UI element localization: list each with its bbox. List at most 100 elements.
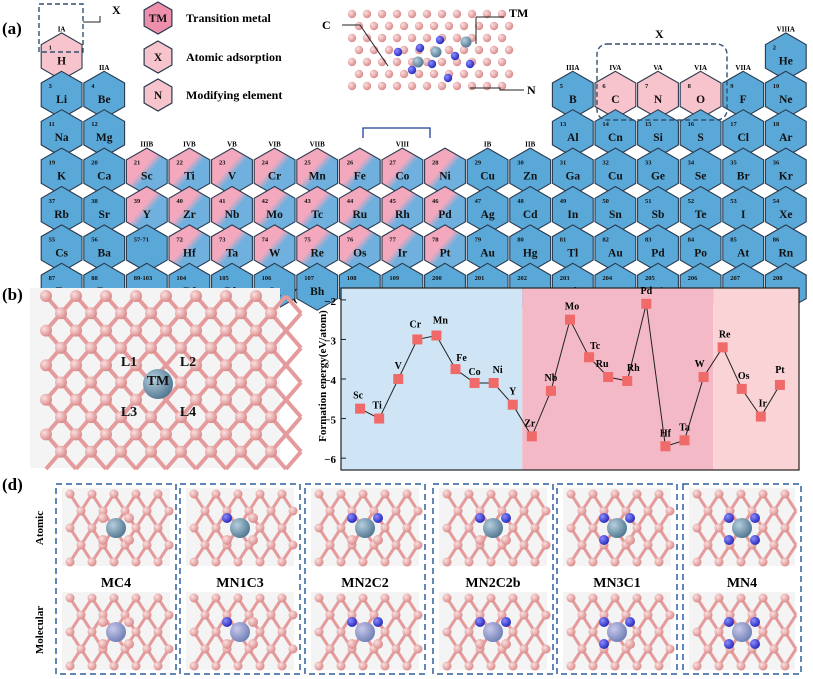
c-atom bbox=[758, 627, 768, 637]
c-atom bbox=[222, 506, 232, 516]
structure-c-atom bbox=[504, 21, 514, 31]
c-atom bbox=[87, 557, 97, 567]
group-label: IVA bbox=[609, 64, 621, 72]
c-atom bbox=[98, 639, 108, 649]
c-atom bbox=[314, 627, 324, 637]
element-xe: 54 Xe bbox=[764, 185, 807, 235]
chart-point-hf bbox=[660, 441, 671, 452]
group-label: IIIB bbox=[140, 141, 153, 149]
element-number: 35 bbox=[730, 160, 737, 167]
structure-c-atom bbox=[347, 9, 357, 19]
legend: TM Transition metal X Atomic adsorption … bbox=[143, 1, 282, 112]
c-leader-line bbox=[342, 24, 389, 67]
lattice-c-atom bbox=[175, 411, 187, 424]
c-atom bbox=[442, 523, 452, 533]
c-atom bbox=[87, 523, 97, 533]
molecular-structure bbox=[563, 592, 675, 671]
n-atom bbox=[475, 617, 485, 627]
element-number: 201 bbox=[475, 275, 485, 282]
c-atom bbox=[541, 644, 551, 654]
element-symbol: Hf bbox=[183, 247, 196, 259]
lattice-c-atom bbox=[40, 324, 52, 337]
c-atom bbox=[380, 627, 390, 637]
c-atom bbox=[164, 540, 174, 550]
c-atom bbox=[288, 644, 298, 654]
element-ag: 47 Ag bbox=[466, 185, 509, 235]
c-atom bbox=[255, 661, 265, 671]
config-mn2c2: MN2C2 bbox=[304, 483, 426, 675]
chart-point-ru bbox=[603, 372, 614, 383]
c-atom bbox=[610, 661, 620, 671]
chart-point-label: Mo bbox=[565, 302, 579, 313]
atomic-structure bbox=[439, 488, 551, 567]
element-symbol: Re bbox=[310, 247, 323, 259]
element-number: 77 bbox=[389, 236, 396, 243]
n-atom bbox=[599, 617, 609, 627]
element-symbol: Se bbox=[695, 171, 707, 183]
chart-point-label: Tc bbox=[590, 341, 601, 352]
c-atom bbox=[189, 593, 199, 603]
c-atom bbox=[497, 610, 507, 620]
structure-c-atom bbox=[392, 57, 402, 67]
element-symbol: Xe bbox=[779, 209, 792, 221]
element-number: 10 bbox=[773, 83, 780, 90]
c-atom bbox=[244, 506, 254, 516]
chart-point-label: Y bbox=[509, 387, 517, 398]
element-symbol: Ta bbox=[226, 247, 239, 259]
n-atom bbox=[373, 513, 383, 523]
element-number: 208 bbox=[773, 275, 784, 282]
element-symbol: Pd bbox=[651, 247, 665, 259]
structure-c-atom bbox=[497, 57, 507, 67]
c-atom bbox=[413, 506, 423, 516]
c-atom bbox=[391, 540, 401, 550]
element-number: 79 bbox=[475, 236, 482, 243]
element-symbol: S bbox=[697, 132, 703, 144]
c-atom bbox=[124, 513, 134, 523]
c-atom bbox=[703, 506, 713, 516]
lattice-c-atom bbox=[55, 376, 67, 389]
structure-n-atom bbox=[465, 59, 475, 69]
c-atom bbox=[248, 513, 258, 523]
config-dashed-box bbox=[432, 483, 554, 675]
c-atom bbox=[475, 535, 485, 545]
chart-point-ta bbox=[679, 435, 690, 446]
lattice-c-atom bbox=[265, 411, 277, 424]
lattice-c-atom bbox=[190, 324, 202, 337]
tm-atom bbox=[607, 518, 627, 538]
c-atom bbox=[665, 644, 675, 654]
element-number: 30 bbox=[517, 160, 524, 167]
c-atom bbox=[736, 489, 746, 499]
element-number: 84 bbox=[688, 236, 695, 243]
lattice-c-atom bbox=[175, 376, 187, 389]
graphene-lattice bbox=[40, 290, 303, 471]
element-number: 3 bbox=[49, 83, 53, 90]
n-atom bbox=[599, 535, 609, 545]
structure-c-atom bbox=[437, 57, 447, 67]
structure-n-atom bbox=[443, 73, 453, 83]
element-number: 57-71 bbox=[134, 236, 149, 243]
element-symbol: Sb bbox=[652, 209, 665, 221]
element-symbol: Ne bbox=[779, 94, 792, 106]
lattice-c-atom bbox=[250, 428, 262, 441]
element-symbol: V bbox=[228, 171, 237, 183]
c-atom bbox=[442, 627, 452, 637]
structure-c-atom bbox=[362, 33, 372, 43]
structure-c-atom bbox=[392, 81, 402, 91]
c-atom bbox=[588, 489, 598, 499]
config-mn1c3: MN1C3 bbox=[179, 483, 301, 675]
chart-point-sc bbox=[355, 403, 366, 414]
element-symbol: Nb bbox=[225, 209, 240, 221]
element-symbol: Si bbox=[653, 132, 663, 144]
structure-c-atom bbox=[369, 69, 379, 79]
element-rh: 45 Rh bbox=[381, 185, 424, 235]
c-atom bbox=[380, 593, 390, 603]
chart-point-label: W bbox=[695, 359, 705, 370]
n-atom bbox=[724, 513, 734, 523]
c-atom bbox=[508, 627, 518, 637]
element-number: 43 bbox=[304, 198, 311, 205]
c-atom bbox=[665, 506, 675, 516]
legend-key-n: N bbox=[154, 90, 163, 102]
c-atom bbox=[391, 506, 401, 516]
c-atom bbox=[200, 506, 210, 516]
